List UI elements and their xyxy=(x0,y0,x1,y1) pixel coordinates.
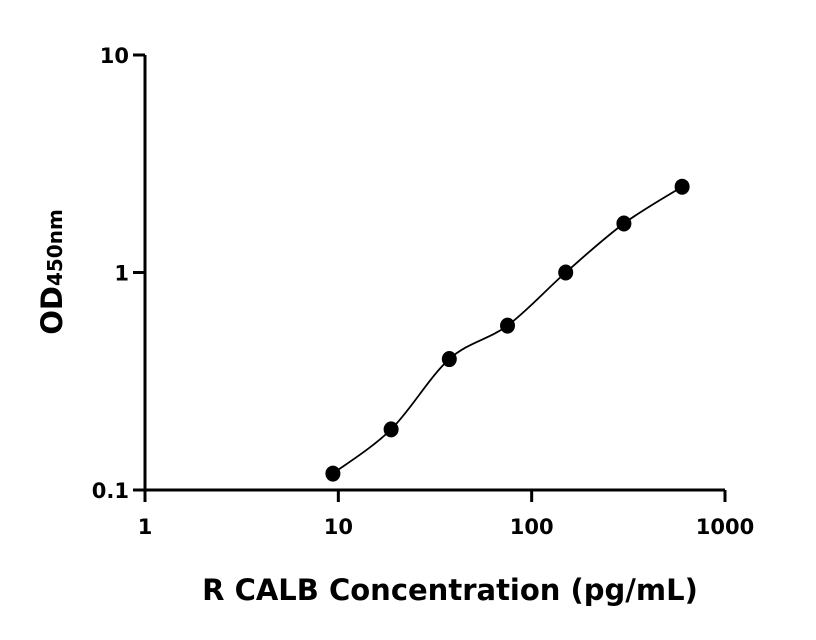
data-point xyxy=(558,264,574,281)
x-tick-label: 100 xyxy=(510,515,554,539)
x-tick-label: 1 xyxy=(138,515,153,539)
x-tick-label: 10 xyxy=(324,515,353,539)
x-axis-title: R CALB Concentration (pg/mL) xyxy=(202,573,698,607)
y-tick-label: 0.1 xyxy=(92,479,129,503)
data-point xyxy=(325,465,341,482)
data-point xyxy=(500,317,516,334)
y-tick-label: 1 xyxy=(114,262,129,286)
x-tick-label: 1000 xyxy=(696,515,754,539)
y-axis-title: OD450nm xyxy=(35,209,69,335)
y-axis-title-sub: 450nm xyxy=(43,209,67,286)
y-tick-label: 10 xyxy=(100,44,129,68)
data-point xyxy=(674,178,690,195)
data-point xyxy=(616,215,632,232)
data-point xyxy=(441,351,457,368)
data-point xyxy=(383,421,399,438)
y-axis-title-main: OD xyxy=(35,286,69,335)
